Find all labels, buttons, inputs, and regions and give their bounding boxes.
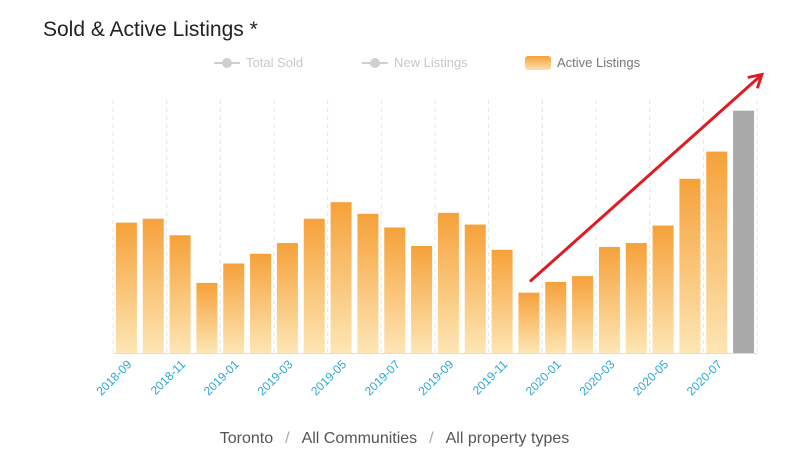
bar[interactable] <box>411 245 433 353</box>
x-tick-label: 2019-07 <box>362 357 403 398</box>
legend-line-icon <box>362 57 388 69</box>
bar[interactable] <box>437 212 459 353</box>
legend-item-active-listings[interactable]: Active Listings <box>525 55 640 70</box>
bar[interactable] <box>706 151 728 353</box>
legend-label: Active Listings <box>557 55 641 70</box>
bar[interactable] <box>625 243 647 353</box>
x-tick-label: 2020-07 <box>684 357 725 398</box>
x-tick-label: 2020-01 <box>523 357 564 398</box>
bar[interactable] <box>169 235 191 353</box>
legend-label: Total Sold <box>246 55 304 70</box>
bar[interactable] <box>303 218 325 353</box>
trend-arrow-annotation <box>529 72 765 283</box>
chart-legend: Total Sold New Listings Active Listings <box>0 55 789 75</box>
breadcrumb: Toronto / All Communities / All property typ… <box>0 430 789 448</box>
legend-item-total-sold[interactable]: Total Sold <box>214 55 303 70</box>
bar[interactable] <box>384 227 406 353</box>
x-tick-label: 2020-03 <box>576 357 617 398</box>
x-tick-label: 2019-01 <box>201 357 242 398</box>
bar[interactable] <box>330 202 352 353</box>
chart-title: Sold & Active Listings * <box>43 18 258 41</box>
x-tick-label: 2018-09 <box>93 357 134 398</box>
x-tick-label: 2019-05 <box>308 357 349 398</box>
bar[interactable] <box>491 249 513 353</box>
x-tick-label: 2019-11 <box>470 357 511 398</box>
breadcrumb-property-type[interactable]: All property types <box>445 430 570 447</box>
breadcrumb-city[interactable]: Toronto <box>219 430 274 447</box>
bar[interactable] <box>276 243 298 353</box>
bar[interactable] <box>679 178 701 353</box>
legend-bar-icon <box>525 55 551 70</box>
bar[interactable] <box>464 224 486 353</box>
bar[interactable] <box>545 281 567 353</box>
bar[interactable] <box>357 213 379 353</box>
bar[interactable] <box>115 222 137 353</box>
legend-line-icon <box>214 57 240 69</box>
legend-item-new-listings[interactable]: New Listings <box>362 55 468 70</box>
bar-chart: 2018-09 2018-11 2019-01 2019-03 2019-05 2019-… <box>93 72 765 398</box>
bar[interactable] <box>223 263 245 353</box>
highlighted-bar[interactable] <box>733 110 755 353</box>
x-tick-label: 2020-05 <box>630 357 671 398</box>
bar[interactable] <box>196 282 218 353</box>
bar[interactable] <box>572 276 594 353</box>
bar[interactable] <box>652 225 674 353</box>
x-tick-label: 2019-09 <box>415 357 456 398</box>
legend-label: New Listings <box>394 55 468 70</box>
breadcrumb-separator: / <box>429 430 434 447</box>
breadcrumb-community[interactable]: All Communities <box>301 430 418 447</box>
x-tick-label: 2019-03 <box>254 357 295 398</box>
breadcrumb-separator: / <box>285 430 290 447</box>
bar[interactable] <box>518 292 540 353</box>
bar[interactable] <box>250 253 272 353</box>
bar[interactable] <box>598 246 620 353</box>
bar[interactable] <box>142 218 164 353</box>
x-tick-label: 2018-11 <box>148 357 189 398</box>
